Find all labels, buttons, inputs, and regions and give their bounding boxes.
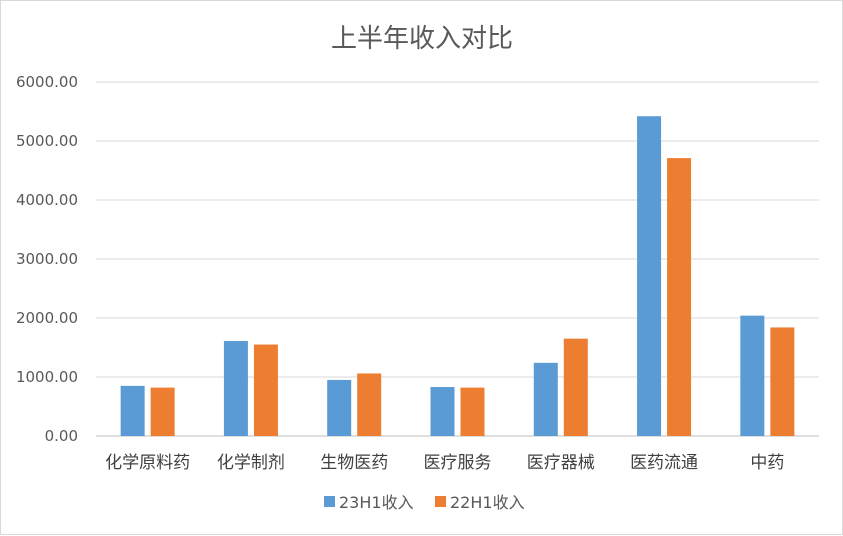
x-category-label: 医药流通	[630, 453, 698, 473]
x-category-label: 化学制剂	[217, 453, 285, 473]
bars	[120, 116, 795, 437]
bar-series2	[667, 158, 692, 437]
bar-series2	[357, 373, 382, 436]
bar-series1	[120, 385, 145, 436]
chart-title: 上半年收入对比	[331, 24, 513, 54]
bar-series1	[637, 116, 662, 436]
legend-swatch	[435, 496, 446, 507]
y-tick-label: 4000.00	[16, 191, 78, 209]
y-tick-label: 3000.00	[16, 250, 78, 268]
bar-series1	[223, 341, 248, 436]
bar-series2	[460, 387, 485, 436]
bar-series2	[253, 344, 278, 436]
legend: 23H1收入 22H1收入	[324, 493, 525, 512]
x-axis-categories: 化学原料药 化学制剂 生物医药 医疗服务 医疗器械 医药流通 中药	[105, 453, 784, 473]
y-tick-label: 5000.00	[16, 132, 78, 150]
legend-label: 23H1收入	[339, 493, 414, 512]
x-category-label: 医疗器械	[527, 453, 595, 473]
bar-series2	[150, 387, 175, 436]
y-tick-label: 6000.00	[16, 73, 78, 91]
y-tick-label: 0.00	[45, 427, 78, 445]
y-tick-label: 1000.00	[16, 368, 78, 386]
bar-series1	[430, 387, 455, 436]
gridlines	[96, 81, 819, 437]
x-category-label: 生物医药	[320, 453, 388, 473]
y-axis-ticks: 0.00 1000.00 2000.00 3000.00 4000.00 5000.00 6…	[16, 73, 78, 445]
y-tick-label: 2000.00	[16, 309, 78, 327]
x-category-label: 医疗服务	[424, 453, 492, 473]
legend-label: 22H1收入	[450, 493, 525, 512]
legend-swatch	[324, 496, 335, 507]
bar-series1	[533, 362, 558, 436]
bar-series1	[327, 379, 352, 436]
x-category-label: 中药	[750, 453, 784, 473]
bar-series2	[770, 327, 795, 436]
x-category-label: 化学原料药	[105, 453, 190, 473]
bar-series1	[740, 315, 765, 436]
bar-series2	[563, 338, 588, 436]
